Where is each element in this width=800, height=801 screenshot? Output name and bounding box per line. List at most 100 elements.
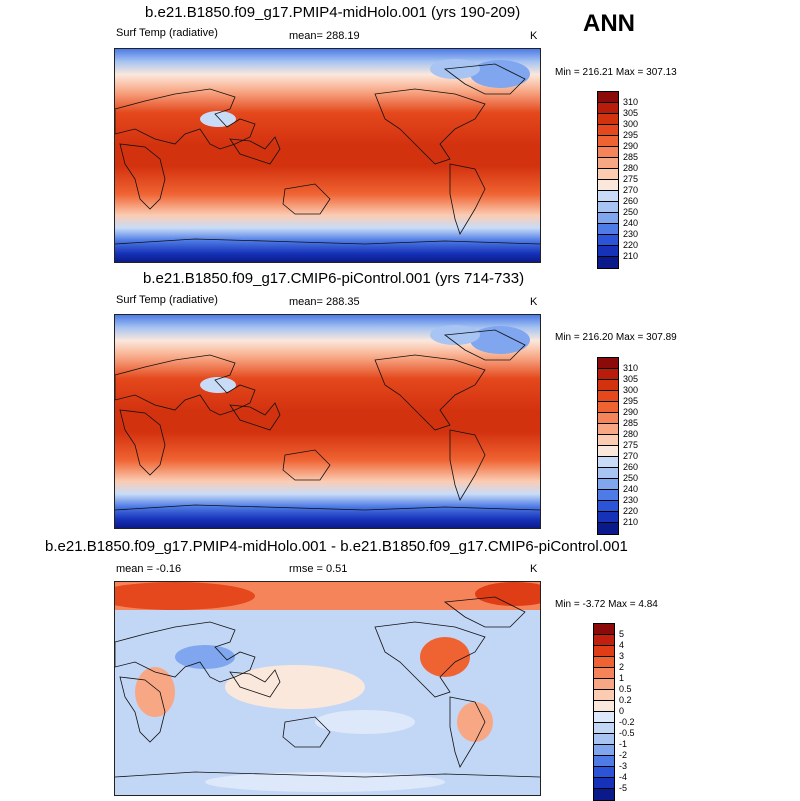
- panel3-minmax: Min = -3.72 Max = 4.84: [555, 599, 658, 610]
- colorbar-swatch: [594, 734, 614, 745]
- colorbar-swatch: [594, 679, 614, 690]
- colorbar-swatch: [594, 778, 614, 789]
- panel1-units: K: [530, 30, 538, 42]
- colorbar-swatch: [598, 180, 618, 191]
- colorbar-swatch: [598, 92, 618, 103]
- colorbar-swatch: [598, 257, 618, 268]
- colorbar-label: 250: [623, 473, 639, 483]
- coastline: [115, 504, 540, 511]
- colorbar-swatch: [594, 712, 614, 723]
- coastline: [374, 621, 486, 698]
- coastline: [229, 669, 281, 698]
- colorbar-label: 240: [623, 218, 639, 228]
- coastline: [115, 621, 256, 683]
- colorbar-label: 280: [623, 163, 639, 173]
- colorbar-swatch: [598, 457, 618, 468]
- colorbar-swatch: [598, 224, 618, 235]
- colorbar-label: 285: [623, 418, 639, 428]
- colorbar-label: 210: [623, 517, 639, 527]
- colorbar-label: 295: [623, 130, 639, 140]
- colorbar-swatch: [594, 690, 614, 701]
- colorbar-label: 230: [623, 229, 639, 239]
- colorbar-swatch: [598, 523, 618, 534]
- coastline: [115, 88, 256, 150]
- coastline: [229, 402, 281, 431]
- colorbar-label: 270: [623, 185, 639, 195]
- colorbar-swatch: [594, 635, 614, 646]
- colorbar-label: 310: [623, 97, 639, 107]
- colorbar-label: 0.2: [619, 695, 632, 705]
- colorbar-swatch: [598, 103, 618, 114]
- colorbar-label: 210: [623, 251, 639, 261]
- colorbar-label: 3: [619, 651, 625, 661]
- colorbar-label: 240: [623, 484, 639, 494]
- coastline: [443, 63, 526, 95]
- colorbar-label: 230: [623, 495, 639, 505]
- colorbar-swatch: [598, 158, 618, 169]
- colorbar-label: 260: [623, 462, 639, 472]
- colorbar-swatch: [598, 424, 618, 435]
- colorbar-swatch: [598, 358, 618, 369]
- colorbar-label: 305: [623, 374, 639, 384]
- colorbar-swatch: [594, 701, 614, 712]
- colorbar-swatch: [598, 213, 618, 224]
- colorbar-swatch: [598, 435, 618, 446]
- colorbar-label: -1: [619, 739, 628, 749]
- colorbar-swatch: [598, 490, 618, 501]
- colorbar-swatch: [598, 169, 618, 180]
- coastline: [374, 88, 486, 165]
- colorbar-label: -4: [619, 772, 628, 782]
- colorbar-swatch: [598, 380, 618, 391]
- colorbar-label: 4: [619, 640, 625, 650]
- panel2-map: [114, 314, 541, 529]
- map-field: [115, 315, 540, 528]
- colorbar-swatch: [594, 789, 614, 800]
- colorbar-label: 220: [623, 506, 639, 516]
- colorbar-label: 220: [623, 240, 639, 250]
- panel3-rmse: rmse = 0.51: [289, 563, 348, 575]
- coastline: [449, 163, 486, 235]
- colorbar-swatch: [594, 767, 614, 778]
- colorbar-label: 280: [623, 429, 639, 439]
- colorbar-label: 310: [623, 363, 639, 373]
- colorbar-swatch: [598, 391, 618, 402]
- colorbar-swatch: [598, 413, 618, 424]
- coastline: [119, 409, 166, 476]
- colorbar-swatch: [598, 468, 618, 479]
- colorbar-swatch: [598, 479, 618, 490]
- colorbar-label: 250: [623, 207, 639, 217]
- map-field: [115, 582, 540, 795]
- panel2-units: K: [530, 296, 538, 308]
- coastline: [115, 238, 540, 245]
- colorbar-swatch: [598, 114, 618, 125]
- panel1-map: [114, 48, 541, 263]
- colorbar-label: 275: [623, 174, 639, 184]
- colorbar-swatch: [598, 369, 618, 380]
- colorbar-label: 300: [623, 385, 639, 395]
- colorbar-swatch: [598, 501, 618, 512]
- colorbar-swatch: [598, 402, 618, 413]
- coastline: [115, 771, 540, 778]
- colorbar-label: 285: [623, 152, 639, 162]
- colorbar-label: 290: [623, 141, 639, 151]
- colorbar-label: -0.5: [619, 728, 635, 738]
- colorbar-label: 290: [623, 407, 639, 417]
- panel2-variable: Surf Temp (radiative): [116, 294, 218, 306]
- map-field: [115, 49, 540, 262]
- colorbar-label: 2: [619, 662, 625, 672]
- colorbar-label: 0: [619, 706, 625, 716]
- panel1-variable: Surf Temp (radiative): [116, 27, 218, 39]
- colorbar-swatch: [598, 246, 618, 257]
- colorbar-swatch: [594, 756, 614, 767]
- colorbar-label: 5: [619, 629, 625, 639]
- coastline: [282, 716, 331, 748]
- coastline: [374, 354, 486, 431]
- colorbar-label: 260: [623, 196, 639, 206]
- coastline: [449, 429, 486, 501]
- colorbar-label: -0.2: [619, 717, 635, 727]
- coastline: [119, 676, 166, 743]
- panel3-map: [114, 581, 541, 796]
- colorbar-label: 0.5: [619, 684, 632, 694]
- panel3-title: b.e21.B1850.f09_g17.PMIP4-midHolo.001 - …: [45, 538, 628, 555]
- coastline: [282, 449, 331, 481]
